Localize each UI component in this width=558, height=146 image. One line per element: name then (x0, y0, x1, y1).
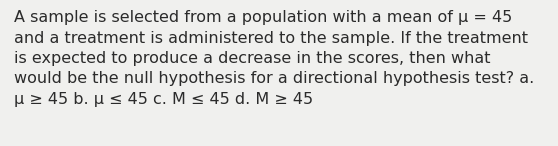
Text: A sample is selected from a population with a mean of μ = 45
and a treatment is : A sample is selected from a population w… (14, 10, 534, 107)
